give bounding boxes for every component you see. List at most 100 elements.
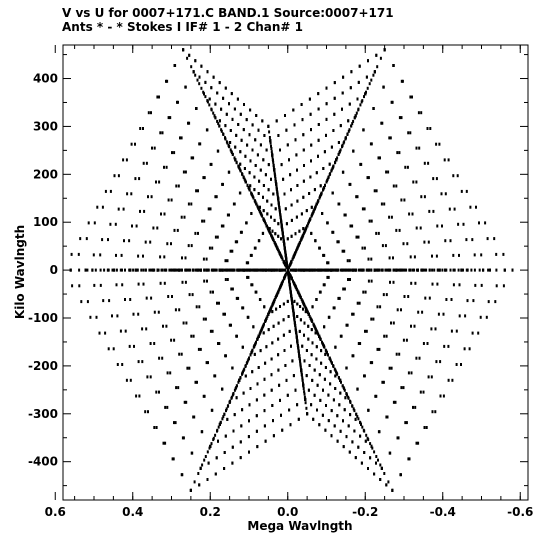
uv-point	[240, 138, 243, 142]
uv-point	[201, 463, 204, 467]
uv-point	[346, 259, 349, 263]
uv-point	[224, 124, 227, 128]
uv-point	[396, 151, 399, 155]
uv-point	[325, 133, 327, 137]
uv-point	[223, 467, 226, 470]
uv-point	[210, 408, 213, 412]
x-tick-label: 0.0	[277, 505, 298, 519]
uv-point	[266, 226, 269, 230]
uv-point	[317, 123, 320, 126]
uv-point	[457, 222, 460, 226]
uv-point	[319, 184, 322, 188]
uv-point	[328, 268, 331, 272]
uv-point	[264, 319, 267, 323]
uv-point	[269, 231, 272, 235]
uv-point	[363, 95, 365, 99]
uv-point	[414, 281, 417, 285]
uv-point	[307, 312, 310, 316]
uv-point	[138, 394, 141, 398]
uv-point	[227, 404, 230, 408]
uv-point	[192, 334, 195, 338]
uv-point	[248, 171, 251, 175]
uv-point	[101, 205, 104, 209]
uv-point	[246, 359, 249, 363]
uv-point	[322, 188, 324, 192]
uv-point	[199, 347, 202, 351]
uv-point	[262, 195, 264, 199]
uv-point	[357, 80, 360, 84]
uv-point	[342, 419, 344, 423]
uv-point	[282, 318, 285, 322]
uv-point	[291, 257, 294, 261]
uv-point	[271, 229, 274, 233]
uv-point	[473, 268, 476, 272]
uv-point	[280, 225, 283, 229]
uv-point	[379, 156, 381, 160]
uv-point	[243, 177, 246, 181]
uv-point	[153, 146, 156, 150]
uv-point	[313, 206, 316, 210]
uv-point	[352, 407, 355, 411]
uv-point	[171, 457, 174, 461]
uv-point	[258, 209, 261, 213]
uv-point	[353, 409, 356, 413]
uv-point	[388, 451, 391, 455]
uv-point	[205, 128, 208, 132]
uv-point	[125, 158, 128, 162]
uv-point	[158, 95, 160, 99]
uv-point	[200, 64, 203, 68]
uv-point	[326, 261, 329, 265]
uv-point	[323, 325, 325, 329]
uv-point	[307, 268, 310, 272]
uv-point	[372, 317, 375, 321]
uv-point	[435, 177, 438, 181]
uv-point	[190, 156, 193, 160]
uv-point	[116, 314, 119, 318]
uv-point	[268, 230, 271, 234]
uv-point	[263, 409, 266, 413]
x-tick-label: 0.2	[200, 505, 221, 519]
uv-point	[174, 268, 177, 272]
uv-point	[426, 342, 429, 345]
uv-point	[313, 324, 316, 328]
uv-point	[385, 334, 388, 338]
uv-point	[190, 451, 193, 455]
uv-point	[139, 127, 142, 130]
uv-point	[295, 336, 298, 340]
uv-point	[304, 397, 307, 401]
uv-point	[165, 165, 168, 169]
uv-point	[460, 268, 463, 272]
uv-point	[272, 163, 275, 167]
uv-point	[410, 324, 412, 328]
uv-point	[133, 344, 135, 348]
uv-point	[298, 357, 301, 360]
uv-point	[206, 279, 208, 283]
uv-point	[150, 268, 152, 272]
uv-point	[184, 280, 187, 284]
uv-point	[434, 410, 437, 414]
uv-point	[374, 268, 377, 272]
uv-point	[238, 166, 241, 170]
uv-point	[153, 426, 156, 429]
uv-point	[375, 53, 378, 57]
uv-point	[215, 456, 218, 460]
uv-point	[243, 167, 246, 170]
uv-point	[336, 156, 339, 160]
uv-point	[188, 121, 191, 125]
uv-point	[128, 239, 131, 243]
uv-point	[217, 122, 220, 126]
uv-point	[254, 343, 257, 346]
uv-point	[253, 352, 256, 356]
uv-point	[344, 396, 347, 400]
uv-point	[226, 268, 228, 272]
plot-frame	[62, 44, 529, 501]
uv-point	[144, 240, 147, 244]
uv-point	[191, 293, 194, 297]
uv-point	[293, 299, 296, 303]
uv-point	[503, 268, 506, 272]
uv-point	[167, 116, 170, 120]
uv-point	[274, 232, 277, 236]
uv-point	[171, 151, 173, 155]
uv-point	[255, 398, 258, 402]
